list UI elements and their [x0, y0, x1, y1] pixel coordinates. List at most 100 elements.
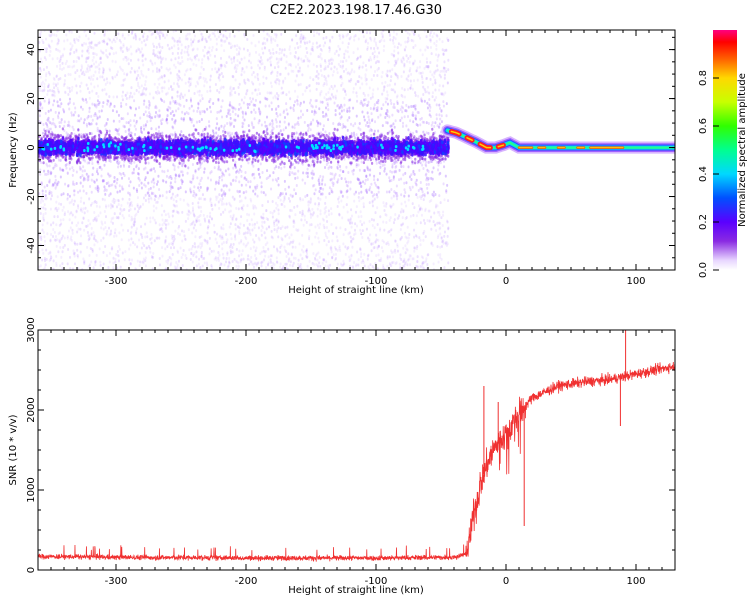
heat-speck [127, 58, 129, 61]
heat-speck [188, 45, 190, 48]
heat-speck [43, 89, 45, 92]
heat-speck [404, 41, 406, 44]
heat-speck [429, 109, 431, 112]
heat-speck [184, 73, 186, 76]
heat-speck [216, 38, 218, 41]
heat-speck [436, 204, 438, 207]
heat-speck [323, 124, 325, 127]
heat-speck [276, 78, 278, 81]
heat-speck [116, 95, 118, 98]
heat-speck [74, 200, 76, 203]
heat-speck [105, 83, 107, 86]
heat-speck [300, 58, 302, 61]
heat-speck [326, 163, 328, 166]
heat-speck [244, 119, 246, 122]
heat-speck [382, 124, 384, 127]
heat-speck [162, 218, 164, 221]
heat-speck [129, 205, 131, 208]
heat-speck [158, 188, 160, 191]
heat-speck [119, 207, 121, 210]
heat-speck [155, 201, 157, 204]
heat-speck [62, 169, 64, 172]
heat-speck [304, 37, 306, 40]
heat-speck [429, 34, 431, 37]
heat-speck [310, 52, 312, 55]
heat-speck [366, 26, 368, 29]
heat-speck [80, 234, 82, 237]
heat-speck [379, 172, 381, 175]
heat-speck [433, 32, 435, 35]
heat-speck [362, 180, 364, 183]
heat-speck [58, 111, 60, 114]
heat-speck [44, 185, 46, 188]
heat-speck [245, 190, 247, 193]
heat-speck [211, 68, 213, 71]
heat-speck [442, 210, 444, 213]
heat-speck [241, 69, 243, 72]
heat-speck [152, 63, 154, 66]
heat-speck [325, 260, 327, 263]
heat-speck [346, 26, 348, 29]
heat-speck [412, 214, 414, 217]
heat-speck [250, 61, 252, 64]
heat-speck [391, 114, 393, 117]
heat-speck [97, 84, 99, 87]
heat-speck [58, 91, 60, 94]
heat-speck [83, 73, 85, 76]
heat-speck [70, 73, 72, 76]
heat-speck [431, 242, 433, 245]
heat-speck [376, 162, 378, 165]
heat-speck [68, 121, 70, 124]
heat-speck [405, 104, 407, 107]
heat-speck [66, 60, 68, 63]
heat-speck [440, 216, 442, 219]
heat-speck [306, 248, 308, 251]
heat-speck [352, 124, 354, 127]
heat-speck [126, 121, 128, 124]
heat-speck [192, 202, 194, 205]
heat-speck [314, 202, 316, 205]
heat-speck [95, 187, 97, 190]
heat-speck [285, 67, 287, 70]
heat-speck [139, 51, 141, 54]
heat-speck [347, 46, 349, 49]
heat-speck [196, 121, 198, 124]
heat-speck [311, 243, 313, 246]
heat-speck [165, 181, 167, 184]
heat-speck [348, 42, 350, 45]
heat-speck [319, 175, 321, 178]
heat-speck [80, 251, 82, 254]
heat-speck [367, 115, 369, 118]
heat-speck [246, 219, 248, 222]
heat-speck [296, 99, 298, 102]
heat-speck [133, 119, 135, 122]
heat-speck [422, 194, 424, 197]
heat-speck [183, 26, 185, 29]
heat-speck [163, 170, 165, 173]
heat-speck [439, 123, 441, 126]
heat-speck [144, 83, 146, 86]
heat-speck [415, 94, 417, 97]
heat-speck [204, 218, 206, 221]
heat-speck [158, 43, 160, 46]
heat-speck [236, 260, 238, 263]
heat-speck [425, 257, 427, 260]
heat-speck [435, 44, 437, 47]
heat-speck [300, 199, 302, 202]
heat-speck [130, 92, 132, 95]
heat-speck [159, 34, 161, 37]
heat-speck [413, 79, 415, 82]
heat-speck [321, 183, 323, 186]
heat-speck [284, 180, 286, 183]
heat-speck [258, 59, 260, 62]
heat-speck [110, 192, 112, 195]
heat-speck [288, 197, 290, 200]
heat-speck [340, 190, 342, 193]
heat-speck [206, 90, 208, 93]
heat-speck [174, 180, 176, 183]
heat-speck [286, 255, 288, 258]
heat-speck [241, 58, 243, 61]
heat-speck [353, 70, 355, 73]
heat-speck [88, 115, 90, 118]
heat-speck [138, 177, 140, 180]
